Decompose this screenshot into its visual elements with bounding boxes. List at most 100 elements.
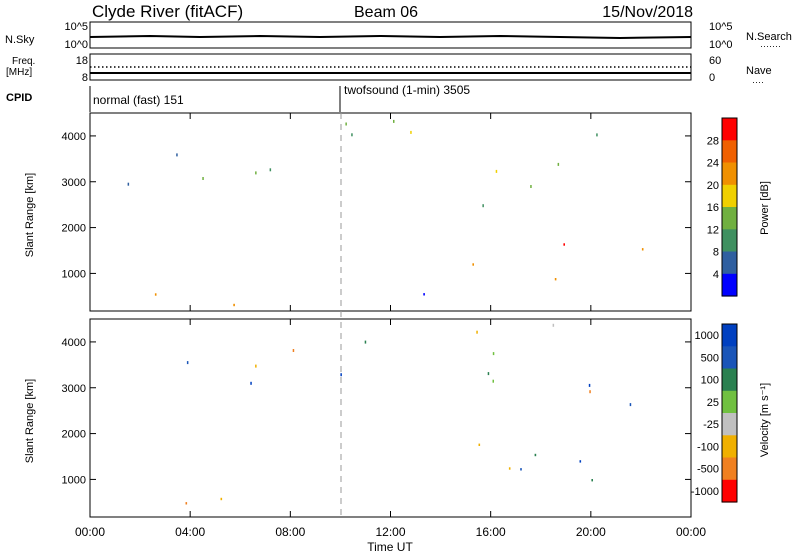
- nsearch-tick-bottom: 10^0: [709, 39, 733, 51]
- velocity-colorbar: 1000 500 100 25 -25 -100 -500 -1000: [691, 323, 738, 503]
- colorbar-segment: [722, 251, 737, 275]
- station-title: Clyde River (fitACF): [92, 2, 243, 21]
- y-tick-label: 2000: [62, 429, 86, 441]
- colorbar-frame: [721, 117, 738, 297]
- colorbar-segment: [722, 479, 737, 503]
- range-time-cell: [534, 453, 537, 457]
- range-time-cell: [492, 352, 495, 356]
- colorbar-tick-label: -1000: [691, 486, 719, 498]
- power-y-ticks: 1000 2000 3000 4000: [62, 131, 691, 280]
- colorbar-tick-label: 16: [707, 202, 719, 214]
- colorbar-segment: [722, 346, 737, 370]
- x-tick-label: 08:00: [275, 525, 305, 539]
- colorbar-tick-label: -500: [697, 464, 719, 476]
- nsky-tick-bottom: 10^0: [64, 39, 88, 51]
- colorbar-segment: [722, 140, 737, 164]
- range-time-cell: [563, 243, 565, 246]
- range-time-cell: [233, 303, 235, 307]
- range-time-cell: [393, 119, 395, 123]
- range-time-cell: [220, 497, 223, 501]
- power-heatmap: [127, 119, 644, 307]
- x-tick-label: 12:00: [375, 525, 405, 539]
- colorbar-segment: [722, 273, 737, 297]
- range-time-cell: [186, 361, 189, 365]
- range-time-cell: [492, 379, 494, 383]
- range-time-cell: [588, 383, 591, 387]
- nsky-label: N.Sky: [5, 34, 35, 46]
- range-time-cell: [596, 133, 598, 137]
- nsearch-label: N.Search: [746, 31, 792, 43]
- colorbar-segment: [722, 324, 737, 347]
- beam-title: Beam 06: [354, 4, 418, 21]
- freq-label-2: [MHz]: [6, 67, 32, 78]
- range-time-cell: [202, 177, 204, 180]
- range-time-cell: [154, 293, 157, 296]
- velocity-y-axis-title: Slant Range [km]: [24, 379, 36, 463]
- colorbar-tick-label: -100: [697, 441, 719, 453]
- freq-tick-bottom: 8: [82, 72, 88, 84]
- cpid-mode-normal: normal (fast) 151: [93, 93, 184, 107]
- power-panel: 1000 2000 3000 4000 Slant Range [km] 4 8 12 16…: [24, 112, 771, 312]
- range-time-cell: [176, 153, 178, 157]
- x-tick-label: 04:00: [175, 525, 205, 539]
- y-tick-label: 3000: [62, 383, 86, 395]
- colorbar-segment: [722, 457, 737, 481]
- cpid-mode-twofsound: twofsound (1-min) 3505: [344, 83, 470, 97]
- nsky-tick-top: 10^5: [64, 21, 88, 33]
- colorbar-tick-label: 500: [701, 352, 719, 364]
- colorbar-tick-label: 1000: [695, 330, 719, 342]
- range-time-cell: [629, 403, 632, 407]
- x-tick-label: 00:00: [676, 525, 706, 539]
- colorbar-tick-label: 28: [707, 135, 719, 147]
- range-time-cell: [345, 122, 347, 126]
- velocity-colorbar-label: Velocity [m s⁻¹]: [759, 383, 771, 457]
- range-time-cell: [472, 263, 474, 266]
- range-time-cell: [292, 349, 295, 352]
- power-plot-area: [90, 113, 691, 311]
- y-tick-label: 3000: [62, 177, 86, 189]
- velocity-heatmap: [185, 323, 632, 505]
- colorbar-tick-label: 25: [707, 397, 719, 409]
- nave-tick-bottom: 0: [709, 72, 715, 84]
- colorbar-tick-label: 20: [707, 180, 719, 192]
- colorbar-segment: [722, 184, 737, 208]
- nave-legend-line: ····: [752, 77, 764, 87]
- velocity-y-ticks: 1000 2000 3000 4000: [62, 337, 691, 486]
- range-time-cell: [340, 373, 342, 377]
- range-time-cell: [250, 381, 252, 385]
- power-colorbar: 4 8 12 16 20 24 28: [707, 117, 738, 297]
- range-time-cell: [410, 130, 412, 134]
- range-time-cell: [579, 460, 582, 463]
- y-tick-label: 4000: [62, 337, 86, 349]
- colorbar-segment: [722, 435, 737, 459]
- range-time-cell: [423, 293, 425, 296]
- range-time-cell: [185, 502, 188, 505]
- colorbar-segment: [722, 390, 737, 414]
- range-time-cell: [641, 248, 644, 251]
- colorbar-segment: [722, 368, 737, 392]
- range-time-cell: [482, 204, 484, 208]
- range-time-cell: [557, 162, 560, 166]
- velocity-panel: 1000 2000 3000 4000 Slant Range [km] 1000 50…: [24, 318, 771, 518]
- colorbar-segment: [722, 413, 737, 436]
- range-time-cell: [351, 133, 353, 137]
- colorbar-tick-label: 24: [707, 158, 719, 170]
- range-time-cell: [554, 278, 557, 281]
- colorbar-tick-label: 4: [713, 269, 719, 281]
- colorbar-tick-label: 12: [707, 224, 719, 236]
- range-time-cell: [476, 330, 478, 334]
- range-time-cell: [495, 169, 498, 173]
- x-tick-label: 20:00: [576, 525, 606, 539]
- power-y-axis-title: Slant Range [km]: [24, 173, 36, 257]
- nave-label: Nave: [746, 65, 772, 77]
- x-tick-label: 00:00: [75, 525, 105, 539]
- y-tick-label: 4000: [62, 131, 86, 143]
- velocity-plot-area: [90, 319, 691, 517]
- colorbar-segment: [722, 162, 737, 186]
- power-colorbar-label: Power [dB]: [759, 181, 771, 235]
- colorbar-frame: [721, 323, 738, 503]
- colorbar-segment: [722, 118, 737, 141]
- nsearch-tick-top: 10^5: [709, 21, 733, 33]
- range-time-cell: [255, 171, 257, 175]
